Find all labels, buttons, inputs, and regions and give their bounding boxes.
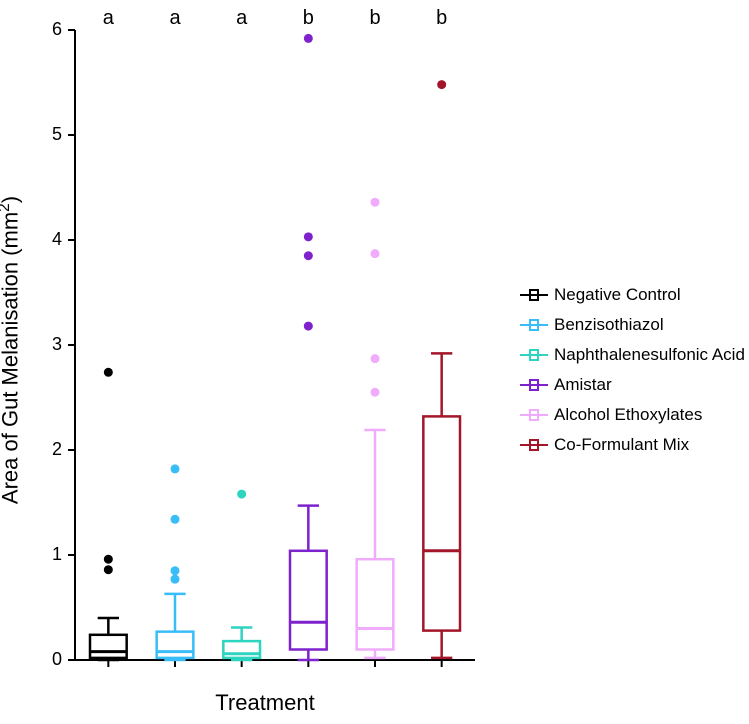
svg-text:0: 0 <box>52 649 62 669</box>
svg-text:a: a <box>103 7 115 29</box>
legend-label: Naphthalenesulfonic Acid <box>554 345 745 365</box>
svg-text:b: b <box>369 7 380 29</box>
legend: Negative Control Benzisothiazol Naphthalen… <box>520 280 745 460</box>
legend-item: Co-Formulant Mix <box>520 430 745 460</box>
legend-label: Negative Control <box>554 285 681 305</box>
svg-text:3: 3 <box>52 334 62 354</box>
legend-key-icon <box>520 345 548 365</box>
svg-text:a: a <box>169 7 181 29</box>
legend-key-icon <box>520 285 548 305</box>
svg-text:b: b <box>436 7 447 29</box>
legend-key-icon <box>520 375 548 395</box>
y-axis-label: Area of Gut Melanisation (mm2) <box>0 196 24 504</box>
boxplot-chart: 0 1 2 3 4 5 6 a a a b b b Area of Gut Melanisation (… <box>0 0 749 724</box>
svg-text:1: 1 <box>52 544 62 564</box>
svg-text:5: 5 <box>52 124 62 144</box>
svg-text:2: 2 <box>52 439 62 459</box>
legend-key-icon <box>520 435 548 455</box>
legend-item: Negative Control <box>520 280 745 310</box>
legend-label: Alcohol Ethoxylates <box>554 405 702 425</box>
svg-text:a: a <box>236 7 248 29</box>
legend-label: Co-Formulant Mix <box>554 435 689 455</box>
svg-text:4: 4 <box>52 229 62 249</box>
legend-label: Benzisothiazol <box>554 315 664 335</box>
legend-item: Benzisothiazol <box>520 310 745 340</box>
x-axis-label: Treatment <box>215 690 314 716</box>
legend-item: Alcohol Ethoxylates <box>520 400 745 430</box>
svg-text:b: b <box>303 7 314 29</box>
legend-item: Amistar <box>520 370 745 400</box>
svg-text:6: 6 <box>52 19 62 39</box>
legend-key-icon <box>520 405 548 425</box>
legend-label: Amistar <box>554 375 612 395</box>
legend-item: Naphthalenesulfonic Acid <box>520 340 745 370</box>
legend-key-icon <box>520 315 548 335</box>
